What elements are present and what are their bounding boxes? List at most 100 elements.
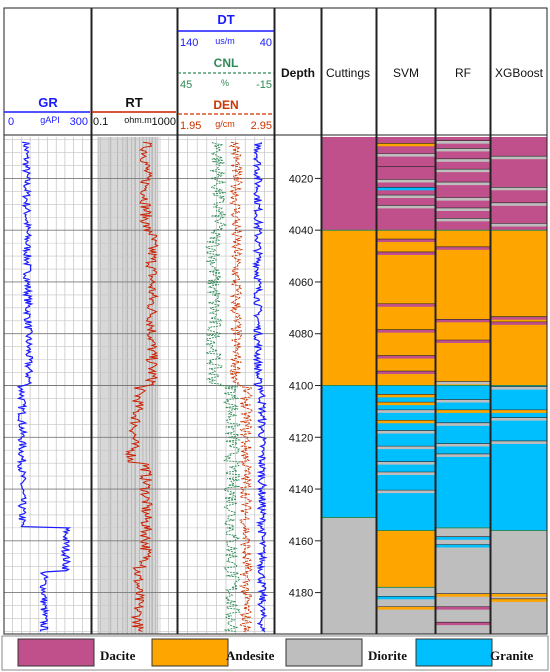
den-header: DEN 1.95 g/cm 2.95: [178, 98, 274, 132]
legend-label-andesite: Andesite: [226, 648, 275, 663]
dt-right: 40: [260, 37, 272, 49]
dt-header: DT 140 us/m 40: [178, 12, 274, 49]
depth-tick-label: 4120: [289, 432, 313, 444]
litho-thin-bed-rf: [436, 443, 490, 447]
litho-thin-bed-rf: [436, 207, 490, 211]
gr-curve: [16, 141, 72, 632]
rt-title: RT: [125, 95, 142, 110]
track-grids: [4, 137, 274, 634]
dt-unit: us/m: [215, 36, 235, 46]
legend-swatch-granite: [415, 638, 493, 667]
dt-title: DT: [217, 12, 234, 27]
depth-ticks: 4020 4040 4060 4080 4100 4120 4140 4160 4180: [289, 173, 321, 600]
cnl-left: 45: [180, 79, 192, 91]
litho-thin-bed-rf: [436, 606, 490, 610]
den-unit: g/cm: [215, 119, 235, 129]
depth-tick-label: 4140: [289, 484, 313, 496]
depth-tick-label: 4060: [289, 277, 313, 289]
litho-interval-rf: [436, 230, 490, 386]
litho-thin-bed-svm: [377, 409, 435, 413]
litho-thin-bed-svm: [377, 166, 435, 170]
rt-min: 0.1: [93, 116, 108, 128]
col-header-cuttings: Cuttings: [326, 66, 370, 80]
litho-interval-cuttings: [322, 517, 376, 634]
depth-tick-label: 4080: [289, 329, 313, 341]
litho-thin-bed-svm: [377, 402, 435, 406]
litho-interval-cuttings: [322, 137, 376, 231]
litho-thin-bed-rf: [436, 158, 490, 162]
depth-tick-label: 4160: [289, 536, 313, 548]
litho-thin-bed-svm: [377, 420, 435, 424]
litho-thin-bed-rf: [436, 148, 490, 152]
litho-interval-rf: [436, 527, 490, 634]
depth-tick-label: 4180: [289, 588, 313, 600]
litho-interval-svm: [377, 230, 435, 386]
litho-thin-bed-rf: [436, 453, 490, 457]
legend: Dacite Andesite Diorite Granite: [1, 635, 549, 671]
litho-thin-bed-svm: [377, 606, 435, 610]
litho-thin-bed-svm: [377, 446, 435, 450]
litho-thin-bed-rf: [436, 182, 490, 186]
cnl-right: -15: [256, 79, 272, 91]
legend-label-granite: Granite: [490, 648, 534, 663]
litho-interval-svm: [377, 587, 435, 634]
litho-thin-bed-xgboost: [491, 417, 547, 421]
cnl-curve: [204, 141, 242, 632]
litho-thin-bed-xgboost: [491, 223, 547, 227]
rt-max: 1000: [152, 116, 176, 128]
litho-thin-bed-svm: [377, 153, 435, 157]
litho-thin-bed-rf: [436, 544, 490, 548]
litho-interval-xgboost: [491, 230, 547, 386]
litho-thin-bed-rf: [436, 169, 490, 173]
litho-thin-bed-rf: [436, 422, 490, 426]
litho-thin-bed-rf: [436, 399, 490, 403]
gr-frame: [3, 7, 92, 635]
litho-thin-bed-rf: [436, 622, 490, 626]
litho-thin-bed-rf: [436, 197, 490, 201]
litho-thin-bed-rf: [436, 246, 490, 250]
gr-header: GR 0 gAPI 300: [4, 95, 90, 128]
litho-thin-bed-svm: [377, 205, 435, 209]
litho-thin-bed-xgboost: [491, 409, 547, 413]
cnl-title: CNL: [214, 56, 239, 70]
litho-col-frame-xgboost: [490, 7, 548, 635]
lithology-columns: [322, 137, 547, 634]
col-header-svm: SVM: [393, 66, 419, 80]
dt-left: 140: [180, 37, 198, 49]
gr-min: 0: [8, 116, 14, 128]
litho-thin-bed-rf: [436, 409, 490, 413]
litho-thin-bed-xgboost: [491, 598, 547, 602]
litho-thin-bed-rf: [436, 593, 490, 597]
litho-thin-bed-svm: [377, 472, 435, 476]
litho-thin-bed-svm: [377, 239, 435, 243]
legend-label-diorite: Diorite: [368, 648, 407, 663]
log-curves: [16, 141, 269, 632]
legend-swatch-dacite: [17, 638, 95, 667]
rt-header: RT 0.1 ohm.m 1000: [92, 95, 176, 128]
litho-thin-bed-rf: [436, 319, 490, 323]
track-frames: [3, 7, 548, 635]
litho-interval-cuttings: [322, 230, 376, 386]
rt-frame: [91, 7, 178, 635]
litho-thin-bed-xgboost: [491, 440, 547, 444]
litho-thin-bed-svm: [377, 195, 435, 199]
litho-thin-bed-xgboost: [491, 187, 547, 191]
gr-max: 300: [70, 116, 88, 128]
litho-thin-bed-svm: [377, 394, 435, 398]
cnl-unit: %: [221, 78, 229, 88]
litho-thin-bed-svm: [377, 490, 435, 494]
litho-interval-xgboost: [491, 137, 547, 231]
litho-interval-svm: [377, 137, 435, 231]
depth-tick-label: 4040: [289, 225, 313, 237]
den-curve: [228, 141, 254, 632]
litho-col-frame-rf: [435, 7, 491, 635]
cnl-header: CNL 45 % -15: [178, 56, 274, 91]
litho-thin-bed-svm: [377, 430, 435, 434]
rt-curve: [124, 141, 160, 632]
legend-label-dacite: Dacite: [100, 648, 136, 663]
litho-interval-xgboost: [491, 530, 547, 634]
den-left: 1.95: [180, 120, 201, 132]
legend-swatch-diorite: [285, 638, 363, 667]
litho-thin-bed-svm: [377, 461, 435, 465]
